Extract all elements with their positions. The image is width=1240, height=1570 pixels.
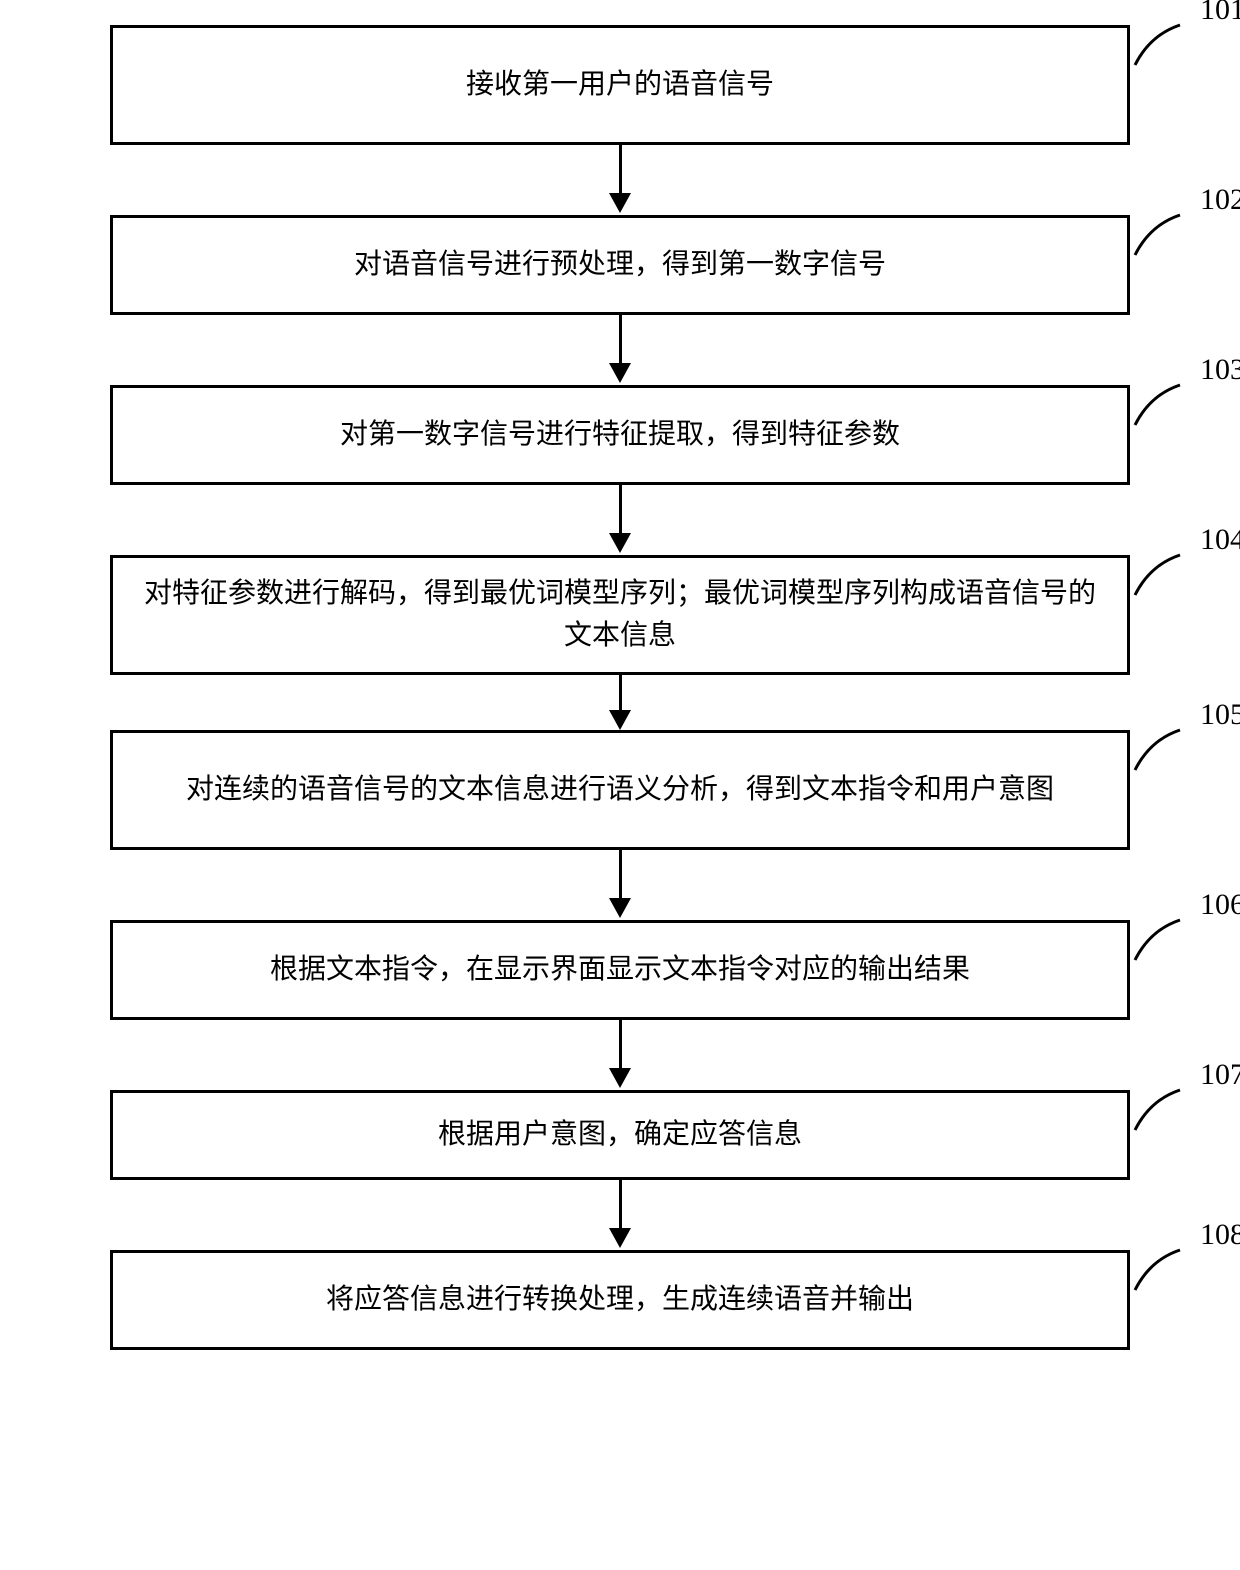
step-text: 根据文本指令，在显示界面显示文本指令对应的输出结果: [270, 949, 970, 991]
step-105: 105 对连续的语音信号的文本信息进行语义分析，得到文本指令和用户意图: [50, 730, 1190, 850]
step-label: 102: [1200, 183, 1240, 217]
arrow-icon: [50, 1180, 1190, 1250]
step-label: 106: [1200, 888, 1240, 922]
step-text: 对第一数字信号进行特征提取，得到特征参数: [340, 414, 900, 456]
step-text: 对特征参数进行解码，得到最优词模型序列；最优词模型序列构成语音信号的文本信息: [133, 573, 1107, 657]
step-label: 107: [1200, 1058, 1240, 1092]
step-107: 107 根据用户意图，确定应答信息: [50, 1090, 1190, 1180]
step-text: 接收第一用户的语音信号: [466, 64, 774, 106]
label-curve-icon: [1130, 210, 1190, 260]
arrow-icon: [50, 315, 1190, 385]
step-104: 104 对特征参数进行解码，得到最优词模型序列；最优词模型序列构成语音信号的文本…: [50, 555, 1190, 675]
step-box: 对第一数字信号进行特征提取，得到特征参数: [110, 385, 1130, 485]
step-text: 对语音信号进行预处理，得到第一数字信号: [354, 244, 886, 286]
flowchart-container: 101 接收第一用户的语音信号 102 对语音信号进行预处理，得到第一数字信号 …: [50, 25, 1190, 1350]
step-text: 对连续的语音信号的文本信息进行语义分析，得到文本指令和用户意图: [186, 769, 1054, 811]
arrow-icon: [50, 145, 1190, 215]
step-box: 对连续的语音信号的文本信息进行语义分析，得到文本指令和用户意图: [110, 730, 1130, 850]
step-101: 101 接收第一用户的语音信号: [50, 25, 1190, 145]
step-box: 将应答信息进行转换处理，生成连续语音并输出: [110, 1250, 1130, 1350]
step-103: 103 对第一数字信号进行特征提取，得到特征参数: [50, 385, 1190, 485]
label-curve-icon: [1130, 1245, 1190, 1295]
step-text: 将应答信息进行转换处理，生成连续语音并输出: [326, 1279, 914, 1321]
step-box: 对语音信号进行预处理，得到第一数字信号: [110, 215, 1130, 315]
step-label: 101: [1200, 0, 1240, 27]
arrow-icon: [50, 485, 1190, 555]
step-label: 103: [1200, 353, 1240, 387]
label-curve-icon: [1130, 380, 1190, 430]
step-box: 接收第一用户的语音信号: [110, 25, 1130, 145]
step-text: 根据用户意图，确定应答信息: [438, 1114, 802, 1156]
step-label: 105: [1200, 698, 1240, 732]
step-102: 102 对语音信号进行预处理，得到第一数字信号: [50, 215, 1190, 315]
step-106: 106 根据文本指令，在显示界面显示文本指令对应的输出结果: [50, 920, 1190, 1020]
label-curve-icon: [1130, 20, 1190, 70]
arrow-icon: [50, 675, 1190, 730]
step-box: 根据用户意图，确定应答信息: [110, 1090, 1130, 1180]
step-box: 根据文本指令，在显示界面显示文本指令对应的输出结果: [110, 920, 1130, 1020]
step-label: 108: [1200, 1218, 1240, 1252]
label-curve-icon: [1130, 1085, 1190, 1135]
label-curve-icon: [1130, 550, 1190, 600]
step-108: 108 将应答信息进行转换处理，生成连续语音并输出: [50, 1250, 1190, 1350]
label-curve-icon: [1130, 725, 1190, 775]
step-label: 104: [1200, 523, 1240, 557]
arrow-icon: [50, 1020, 1190, 1090]
arrow-icon: [50, 850, 1190, 920]
label-curve-icon: [1130, 915, 1190, 965]
step-box: 对特征参数进行解码，得到最优词模型序列；最优词模型序列构成语音信号的文本信息: [110, 555, 1130, 675]
